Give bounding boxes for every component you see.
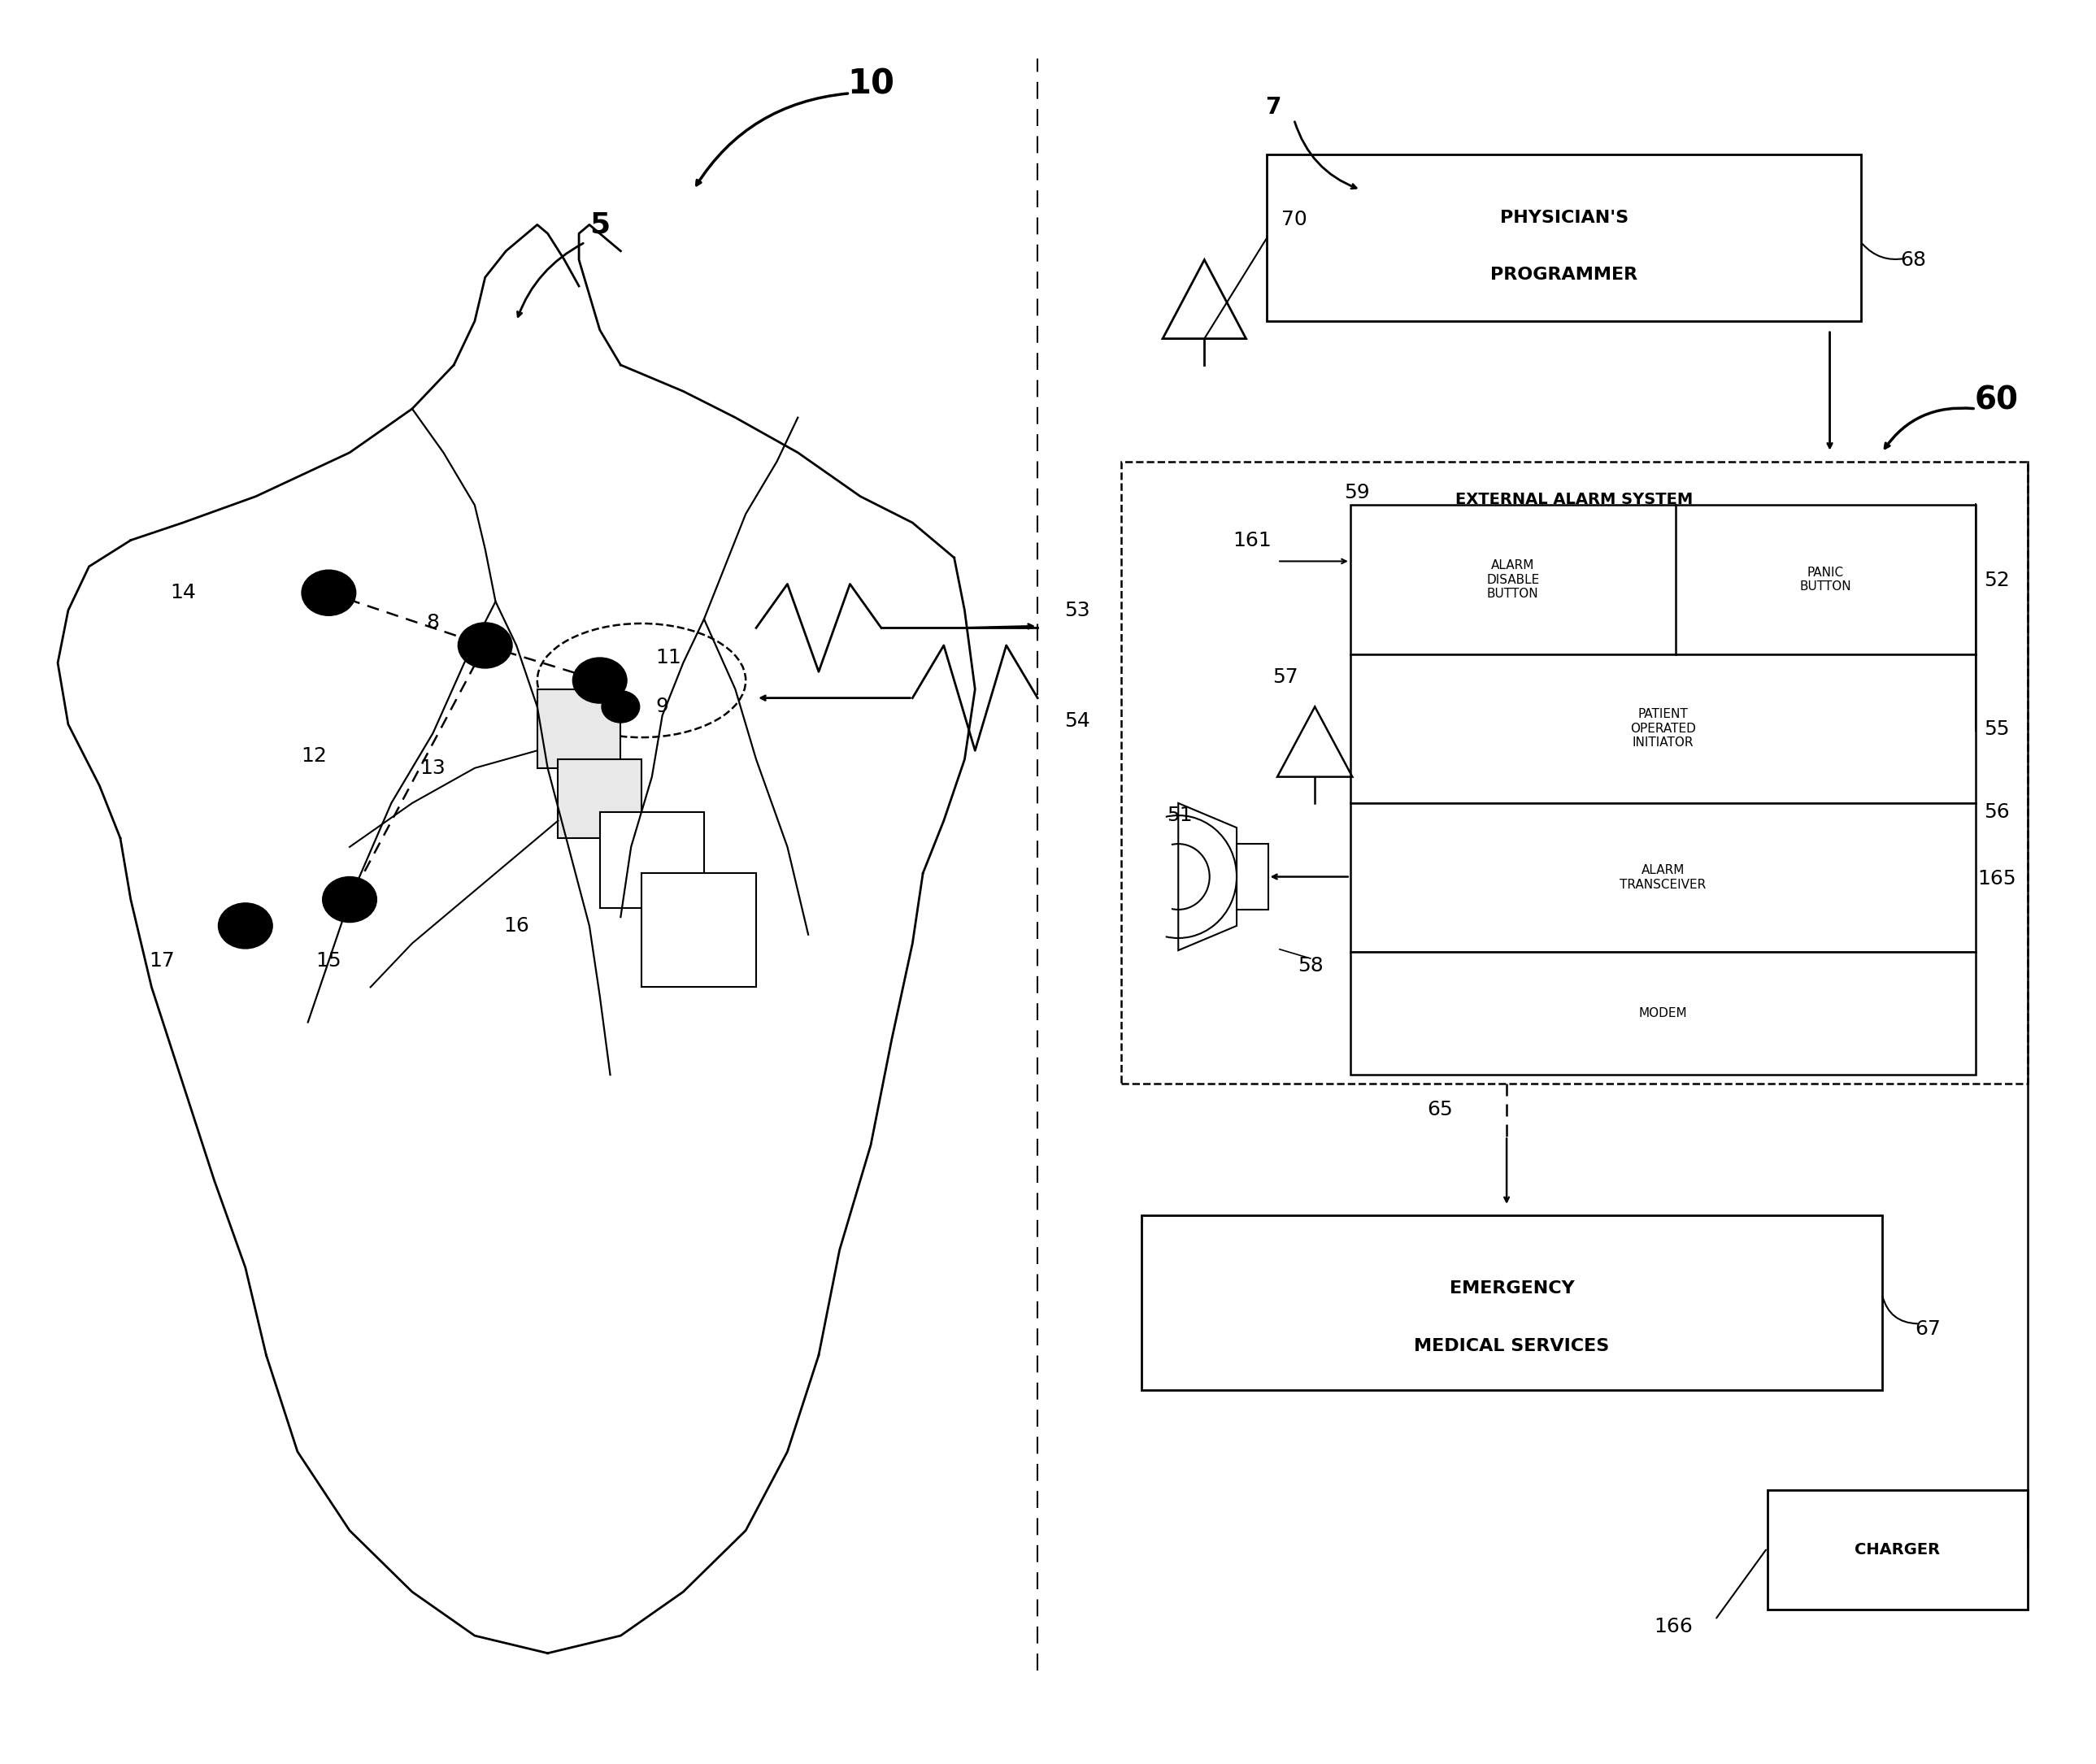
Text: EXTERNAL ALARM SYSTEM: EXTERNAL ALARM SYSTEM: [1455, 492, 1694, 508]
Text: 7: 7: [1266, 95, 1281, 118]
FancyBboxPatch shape: [1266, 155, 1861, 321]
FancyBboxPatch shape: [537, 690, 620, 767]
FancyBboxPatch shape: [1350, 803, 1977, 953]
FancyBboxPatch shape: [1237, 843, 1268, 910]
FancyBboxPatch shape: [1142, 1215, 1882, 1390]
Text: 16: 16: [503, 916, 530, 935]
Text: PROGRAMMER: PROGRAMMER: [1490, 266, 1637, 282]
Circle shape: [302, 570, 356, 616]
Text: 11: 11: [656, 647, 681, 667]
Text: 161: 161: [1232, 531, 1272, 550]
FancyBboxPatch shape: [1121, 462, 2027, 1083]
Text: 52: 52: [1983, 572, 2010, 591]
Text: 53: 53: [1065, 600, 1090, 621]
Text: PHYSICIAN'S: PHYSICIAN'S: [1499, 210, 1629, 226]
Text: 54: 54: [1065, 711, 1090, 730]
Text: 13: 13: [419, 759, 446, 778]
Text: 57: 57: [1272, 667, 1300, 686]
FancyBboxPatch shape: [641, 873, 757, 988]
Text: MODEM: MODEM: [1639, 1007, 1687, 1020]
Text: 70: 70: [1281, 210, 1308, 229]
FancyBboxPatch shape: [1350, 654, 1977, 803]
Text: 17: 17: [149, 951, 174, 970]
Text: ALARM
DISABLE
BUTTON: ALARM DISABLE BUTTON: [1486, 559, 1538, 600]
Text: 56: 56: [1983, 803, 2010, 822]
Text: 55: 55: [1983, 720, 2010, 739]
Circle shape: [218, 903, 272, 949]
Circle shape: [323, 877, 377, 923]
Text: 60: 60: [1974, 385, 2018, 416]
Text: 65: 65: [1427, 1101, 1453, 1120]
FancyBboxPatch shape: [599, 811, 704, 908]
Text: 51: 51: [1167, 806, 1193, 826]
Text: EMERGENCY: EMERGENCY: [1448, 1281, 1574, 1297]
Text: 165: 165: [1977, 868, 2016, 889]
FancyBboxPatch shape: [1767, 1491, 2027, 1609]
Text: 5: 5: [589, 212, 610, 238]
Text: 166: 166: [1654, 1618, 1694, 1637]
FancyBboxPatch shape: [558, 759, 641, 838]
Text: MEDICAL SERVICES: MEDICAL SERVICES: [1415, 1339, 1610, 1355]
Text: 8: 8: [425, 612, 440, 632]
Text: 12: 12: [302, 746, 327, 766]
Text: 58: 58: [1297, 956, 1323, 975]
Text: 14: 14: [170, 584, 195, 603]
Text: CHARGER: CHARGER: [1855, 1542, 1941, 1558]
FancyBboxPatch shape: [1350, 953, 1977, 1074]
Text: 15: 15: [316, 951, 342, 970]
Text: PANIC
BUTTON: PANIC BUTTON: [1800, 566, 1851, 593]
Text: 9: 9: [656, 697, 669, 716]
Text: PATIENT
OPERATED
INITIATOR: PATIENT OPERATED INITIATOR: [1631, 709, 1696, 750]
Text: 59: 59: [1344, 483, 1369, 503]
Text: 10: 10: [847, 67, 895, 102]
Circle shape: [572, 658, 627, 704]
Circle shape: [459, 623, 511, 669]
Text: 68: 68: [1901, 250, 1926, 270]
FancyBboxPatch shape: [1350, 505, 1977, 654]
Text: ALARM
TRANSCEIVER: ALARM TRANSCEIVER: [1620, 864, 1706, 891]
Text: 67: 67: [1916, 1319, 1941, 1339]
Circle shape: [602, 691, 639, 723]
